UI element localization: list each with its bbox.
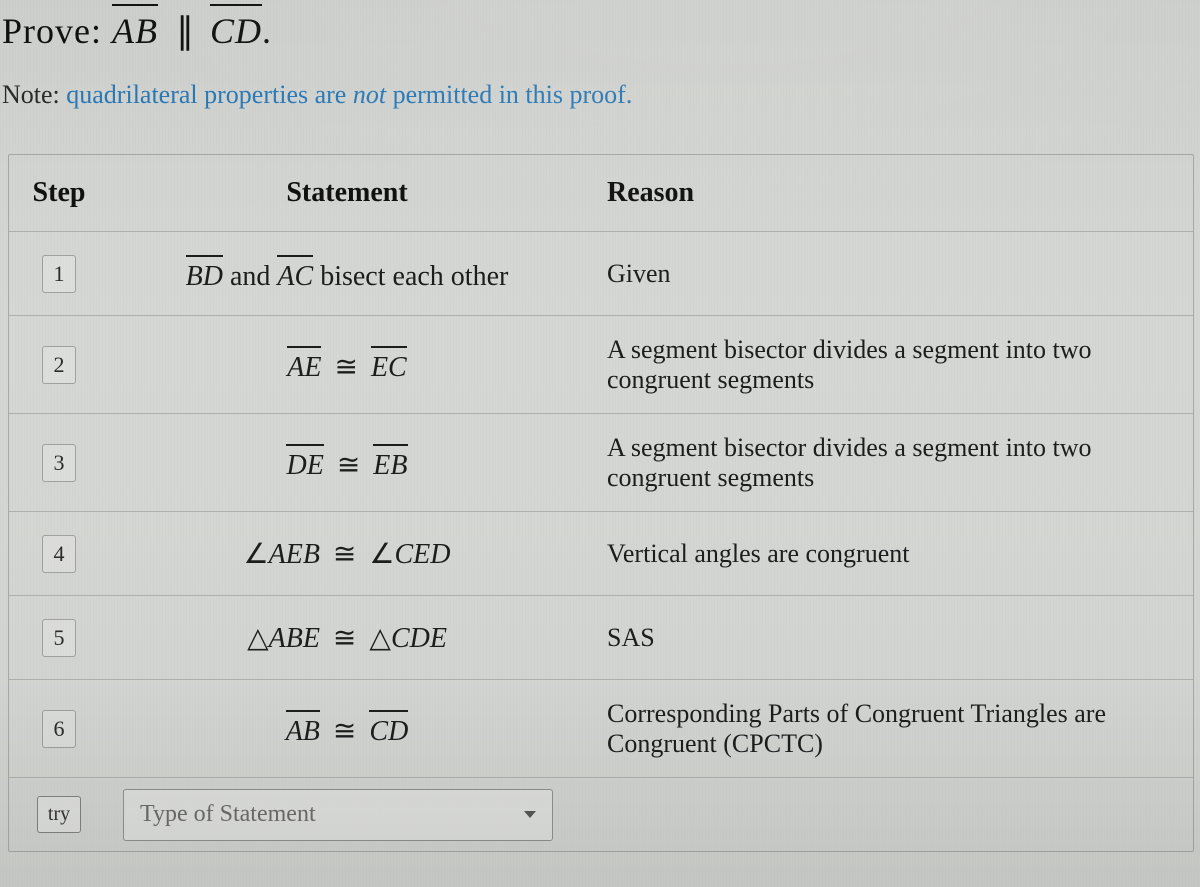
type-of-statement-select[interactable]: Type of Statement bbox=[123, 789, 553, 841]
angle-symbol: ∠ bbox=[244, 539, 269, 570]
triangle-name: CDE bbox=[391, 623, 447, 654]
header-statement: Statement bbox=[109, 167, 585, 219]
table-row: 2 AE ≅ EC A segment bisector divides a s… bbox=[9, 315, 1193, 413]
segment: BD bbox=[186, 255, 223, 293]
type-of-statement-placeholder: Type of Statement bbox=[140, 801, 316, 828]
parallel-symbol: ∥ bbox=[168, 11, 200, 51]
triangle-name: ABE bbox=[269, 623, 320, 654]
segment: DE bbox=[286, 444, 323, 482]
try-cell: try bbox=[9, 780, 109, 849]
table-row: 4 ∠AEB ≅ ∠CED Vertical angles are congru… bbox=[9, 511, 1193, 595]
step-chip[interactable]: 1 bbox=[42, 255, 76, 293]
step-number: 4 bbox=[9, 525, 109, 583]
statement-cell: AB ≅ CD bbox=[109, 700, 585, 758]
reason-cell: SAS bbox=[585, 613, 1193, 663]
note-line: Note: quadrilateral properties are not p… bbox=[0, 58, 1200, 124]
statement-cell: AE ≅ EC bbox=[109, 336, 585, 394]
segment-cd: CD bbox=[210, 4, 262, 52]
table-header-row: Step Statement Reason bbox=[9, 155, 1193, 231]
chevron-down-icon bbox=[524, 811, 536, 818]
step-chip[interactable]: 6 bbox=[42, 710, 76, 748]
step-number: 1 bbox=[9, 245, 109, 303]
reason-cell: A segment bisector divides a segment int… bbox=[585, 423, 1193, 503]
reason-editor-cell bbox=[585, 805, 1193, 825]
congruent-symbol: ≅ bbox=[327, 623, 362, 654]
congruent-symbol: ≅ bbox=[328, 352, 363, 383]
statement-text: and bbox=[230, 261, 277, 292]
congruent-symbol: ≅ bbox=[331, 450, 366, 481]
table-row: 5 △ABE ≅ △CDE SAS bbox=[9, 595, 1193, 679]
statement-cell: BD and AC bisect each other bbox=[109, 245, 585, 303]
table-row: 3 DE ≅ EB A segment bisector divides a s… bbox=[9, 413, 1193, 511]
step-number: 5 bbox=[9, 609, 109, 667]
header-reason: Reason bbox=[585, 167, 1193, 219]
reason-cell: A segment bisector divides a segment int… bbox=[585, 325, 1193, 405]
step-chip[interactable]: 3 bbox=[42, 444, 76, 482]
try-button[interactable]: try bbox=[37, 796, 81, 833]
header-step: Step bbox=[9, 167, 109, 219]
statement-cell: DE ≅ EB bbox=[109, 434, 585, 492]
angle-symbol: ∠ bbox=[369, 539, 394, 570]
statement-cell: ∠AEB ≅ ∠CED bbox=[109, 527, 585, 581]
note-text-after: permitted in this proof. bbox=[386, 80, 632, 109]
statement-cell: △ABE ≅ △CDE bbox=[109, 611, 585, 665]
note-em: not bbox=[353, 80, 386, 109]
prove-line: Prove: AB ∥ CD. bbox=[0, 4, 1200, 58]
table-row: 1 BD and AC bisect each other Given bbox=[9, 231, 1193, 315]
editor-row: try Type of Statement bbox=[9, 777, 1193, 851]
reason-cell: Corresponding Parts of Congruent Triangl… bbox=[585, 689, 1193, 769]
note-label: Note: bbox=[2, 80, 60, 109]
segment: EB bbox=[373, 444, 407, 482]
prove-expression: AB ∥ CD. bbox=[112, 11, 272, 51]
prove-period: . bbox=[262, 11, 272, 51]
angle-name: AEB bbox=[269, 539, 320, 570]
reason-cell: Vertical angles are congruent bbox=[585, 529, 1193, 579]
step-chip[interactable]: 2 bbox=[42, 346, 76, 384]
page: Prove: AB ∥ CD. Note: quadrilateral prop… bbox=[0, 0, 1200, 852]
triangle-symbol: △ bbox=[247, 623, 269, 654]
segment: CD bbox=[369, 710, 408, 748]
segment: AC bbox=[277, 255, 313, 293]
reason-cell: Given bbox=[585, 249, 1193, 299]
segment-ab: AB bbox=[112, 4, 158, 52]
step-number: 3 bbox=[9, 434, 109, 492]
step-number: 6 bbox=[9, 700, 109, 758]
congruent-symbol: ≅ bbox=[327, 716, 362, 747]
step-chip[interactable]: 5 bbox=[42, 619, 76, 657]
triangle-symbol: △ bbox=[369, 623, 391, 654]
note-text-before: quadrilateral properties are bbox=[66, 80, 353, 109]
proof-table: Step Statement Reason 1 BD and AC bisect… bbox=[8, 154, 1194, 852]
congruent-symbol: ≅ bbox=[327, 539, 362, 570]
statement-editor-cell: Type of Statement bbox=[109, 779, 585, 851]
segment: EC bbox=[371, 346, 407, 384]
prove-label: Prove: bbox=[2, 11, 102, 51]
segment: AE bbox=[287, 346, 321, 384]
step-chip[interactable]: 4 bbox=[42, 535, 76, 573]
table-row: 6 AB ≅ CD Corresponding Parts of Congrue… bbox=[9, 679, 1193, 777]
statement-text: bisect each other bbox=[320, 261, 508, 292]
segment: AB bbox=[286, 710, 320, 748]
angle-name: CED bbox=[395, 539, 451, 570]
step-number: 2 bbox=[9, 336, 109, 394]
